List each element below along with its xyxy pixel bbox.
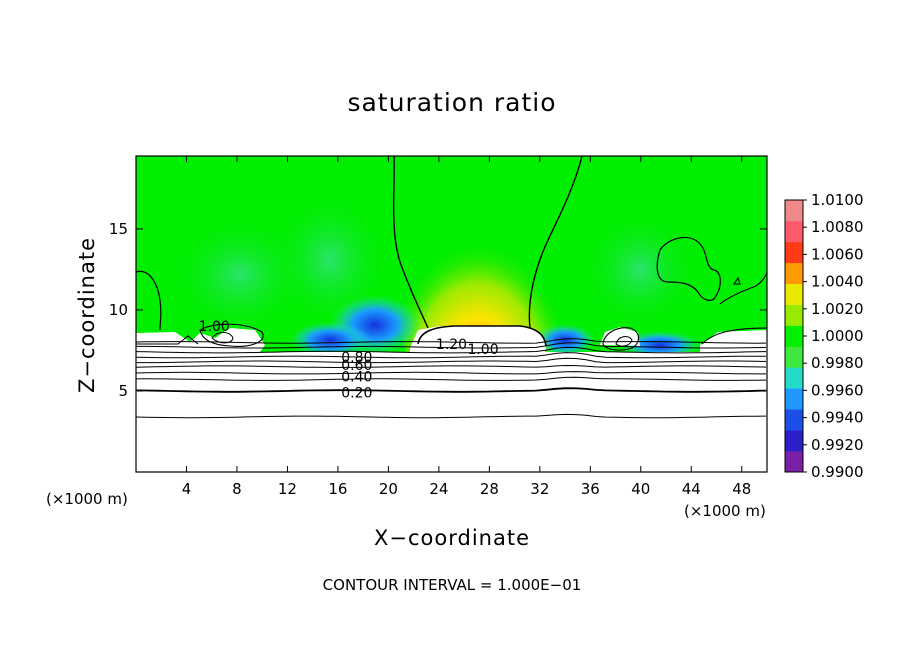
colorbar-label: 0.9980 bbox=[811, 354, 864, 372]
plot-frame bbox=[135, 155, 768, 473]
x-tick-label: 48 bbox=[732, 480, 751, 498]
contour-label-group: 1.001.20 1.000.800.600.400.20 bbox=[199, 319, 499, 401]
colorbar-label: 1.0060 bbox=[811, 245, 864, 263]
colorbar-label: 0.9960 bbox=[811, 381, 864, 399]
horizontal-contour bbox=[136, 352, 766, 359]
contour-label: 0.80 bbox=[341, 350, 372, 366]
contour-line bbox=[528, 156, 583, 329]
contour-line bbox=[392, 156, 429, 329]
colorbar-label: 0.9900 bbox=[811, 463, 864, 481]
contour-interval-note: CONTOUR INTERVAL = 1.000E−01 bbox=[322, 576, 582, 594]
horizontal-contour bbox=[136, 387, 767, 393]
horizontal-contour bbox=[136, 413, 767, 419]
y-tick-label: 10 bbox=[109, 301, 128, 319]
colorbar-label: 0.9940 bbox=[811, 409, 864, 427]
colorbar-swatch bbox=[785, 409, 803, 431]
x-tick-label: 40 bbox=[631, 480, 650, 498]
horizontal-contour bbox=[136, 342, 767, 349]
x-tick-label: 44 bbox=[682, 480, 701, 498]
x-tick-label: 16 bbox=[328, 480, 347, 498]
horizontal-contour bbox=[136, 376, 767, 381]
horizontal-contour bbox=[136, 364, 767, 369]
x-unit-left: (×1000 m) bbox=[46, 490, 128, 508]
colorbar-swatch bbox=[785, 304, 803, 326]
contour-line bbox=[602, 327, 640, 351]
contour-label: 0.20 bbox=[341, 386, 372, 402]
cloud-patch bbox=[410, 326, 546, 352]
contour-label: 0.60 bbox=[341, 358, 372, 374]
colorbar: 1.0100 1.0080 1.0060 1.0040 1.0020 1.0000 0.99… bbox=[784, 191, 864, 481]
horizontal-contour-group bbox=[136, 338, 767, 419]
contour-label: 1.20 bbox=[436, 337, 467, 353]
contour-label: 1.00 bbox=[467, 342, 498, 358]
x-tick-label: 36 bbox=[581, 480, 600, 498]
x-tick-label: 28 bbox=[480, 480, 499, 498]
colorbar-label: 1.0080 bbox=[811, 218, 864, 236]
colorbar-swatch bbox=[785, 200, 803, 222]
contour-line bbox=[615, 336, 633, 347]
x-axis-label: X−coordinate bbox=[374, 526, 530, 550]
colorbar-swatch bbox=[785, 430, 803, 452]
x-tick-label: 32 bbox=[530, 480, 549, 498]
chart-title: saturation ratio bbox=[347, 88, 557, 117]
colorbar-swatch bbox=[785, 262, 803, 284]
cloud-patch bbox=[700, 330, 767, 352]
y-axis: 5 10 15 bbox=[109, 220, 767, 400]
colorbar-swatch bbox=[785, 325, 803, 347]
horizontal-contour bbox=[136, 371, 766, 375]
contour-line bbox=[719, 271, 767, 305]
soft-region bbox=[270, 190, 390, 330]
horizontal-contour bbox=[136, 357, 767, 364]
contour-line bbox=[417, 325, 547, 347]
x-tick-label: 12 bbox=[278, 480, 297, 498]
x-tick-label: 24 bbox=[429, 480, 448, 498]
soft-region bbox=[580, 210, 700, 330]
colorbar-swatch bbox=[785, 346, 803, 368]
colorbar-swatch bbox=[785, 367, 803, 389]
colorbar-label: 0.9920 bbox=[811, 436, 864, 454]
y-tick-label: 15 bbox=[109, 220, 128, 238]
colorbar-swatch bbox=[785, 388, 803, 410]
contour-line bbox=[136, 335, 199, 345]
horizontal-contour bbox=[136, 346, 767, 354]
colorbar-swatch bbox=[785, 220, 803, 243]
colorbar-swatch bbox=[785, 241, 803, 264]
colorbar-label: 1.0020 bbox=[811, 300, 864, 318]
colorbar-label: 1.0040 bbox=[811, 273, 864, 291]
contour-line bbox=[701, 327, 767, 345]
x-tick-label: 4 bbox=[182, 480, 192, 498]
y-tick-label: 5 bbox=[118, 382, 128, 400]
blue-dip bbox=[290, 322, 370, 358]
colorbar-swatch bbox=[785, 451, 803, 473]
contour-line bbox=[136, 270, 162, 331]
colorbar-swatch bbox=[785, 283, 803, 305]
lower-region bbox=[136, 352, 767, 472]
x-axis: 4 8 12 16 20 24 28 32 36 40 44 48 bbox=[182, 156, 751, 498]
colorbar-label: 1.0000 bbox=[811, 327, 864, 345]
colorbar-label: 1.0100 bbox=[811, 191, 864, 209]
x-unit-right: (×1000 m) bbox=[684, 502, 766, 520]
contour-line bbox=[732, 276, 741, 285]
contour-label: 0.40 bbox=[341, 369, 372, 385]
contour-line bbox=[656, 236, 721, 301]
horizontal-contour bbox=[136, 338, 767, 344]
contour-label: 1.00 bbox=[199, 319, 230, 335]
x-tick-label: 8 bbox=[232, 480, 242, 498]
x-tick-label: 20 bbox=[379, 480, 398, 498]
y-axis-label: Z−coordinate bbox=[75, 237, 99, 393]
